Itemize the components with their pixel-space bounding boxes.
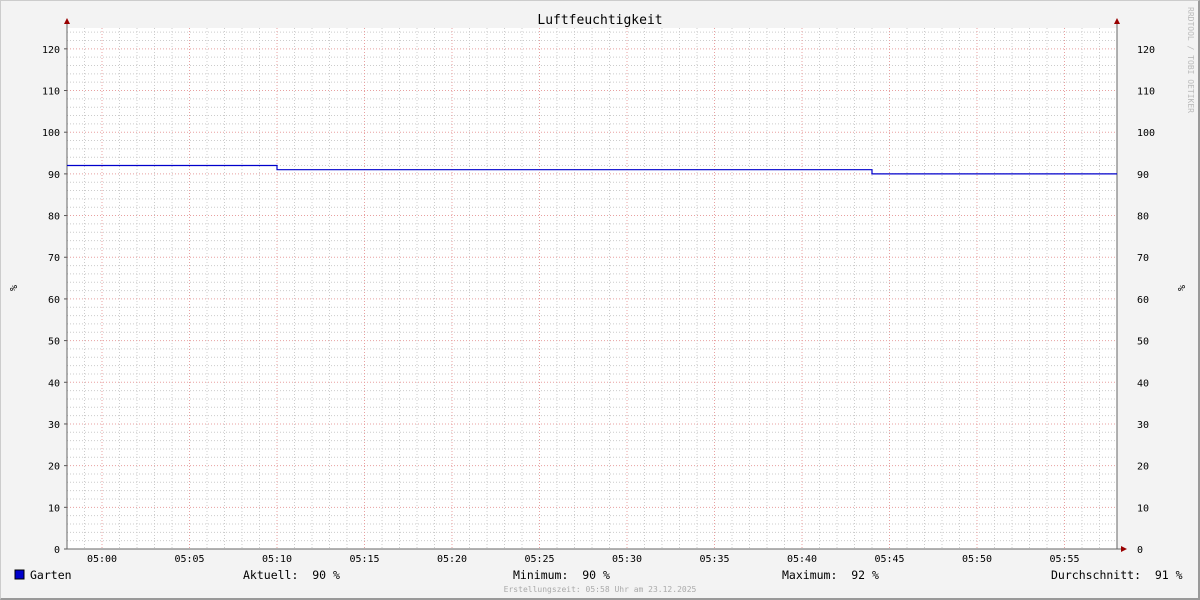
grid xyxy=(66,28,1118,549)
y-tick-label-right: 30 xyxy=(1137,420,1149,431)
y-tick-label-right: 90 xyxy=(1137,170,1149,181)
y-tick-label-right: 20 xyxy=(1137,462,1149,473)
y-tick-label-right: 70 xyxy=(1137,253,1149,264)
y-tick-label: 120 xyxy=(42,45,60,56)
x-tick-label: 05:45 xyxy=(874,554,904,565)
x-tick-label: 05:15 xyxy=(349,554,379,565)
legend-average: Durchschnitt: 91 % xyxy=(1051,568,1183,582)
y-tick-label-right: 40 xyxy=(1137,378,1149,389)
x-axis-arrow-icon xyxy=(1121,546,1127,552)
y-axis-label-right: % xyxy=(1175,285,1186,291)
x-tick-label: 05:10 xyxy=(262,554,292,565)
x-tick-label: 05:00 xyxy=(87,554,117,565)
chart-title: Luftfeuchtigkeit xyxy=(537,13,662,28)
y-tick-label: 90 xyxy=(48,170,60,181)
x-tick-label: 05:35 xyxy=(699,554,729,565)
y-tick-label: 100 xyxy=(42,128,60,139)
y-tick-label-right: 110 xyxy=(1137,87,1155,98)
x-tick-label: 05:55 xyxy=(1049,554,1079,565)
y-tick-label: 60 xyxy=(48,295,60,306)
x-tick-label: 05:05 xyxy=(174,554,204,565)
y-tick-label: 10 xyxy=(48,503,60,514)
y-tick-label-right: 60 xyxy=(1137,295,1149,306)
series-line-garten xyxy=(67,164,1117,175)
y-tick-label: 50 xyxy=(48,337,60,348)
y-tick-label-right: 0 xyxy=(1137,545,1143,556)
y-tick-label: 70 xyxy=(48,253,60,264)
y-tick-label-right: 10 xyxy=(1137,503,1149,514)
axes: 05:00 05:05 05:10 05:15 05:20 05:25 05:30 05:35… xyxy=(42,18,1155,565)
y-tick-label: 20 xyxy=(48,462,60,473)
x-tick-label: 05:40 xyxy=(787,554,817,565)
x-tick-label: 05:20 xyxy=(437,554,467,565)
y-axis-label: % xyxy=(7,285,18,291)
y-tick-label: 40 xyxy=(48,378,60,389)
x-tick-label: 05:25 xyxy=(524,554,554,565)
watermark: RRDTOOL / TOBI OETIKER xyxy=(1186,7,1195,113)
creation-time: Erstellungszeit: 05:58 Uhr am 23.12.2025 xyxy=(504,585,697,594)
series xyxy=(67,164,1117,175)
y-tick-label-right: 80 xyxy=(1137,212,1149,223)
legend-maximum: Maximum: 92 % xyxy=(782,568,879,582)
x-tick-label: 05:50 xyxy=(962,554,992,565)
y-tick-label-right: 100 xyxy=(1137,128,1155,139)
y-axis-right-arrow-icon xyxy=(1114,18,1120,24)
y-tick-label: 30 xyxy=(48,420,60,431)
legend-series-name: Garten xyxy=(30,568,72,582)
legend-current: Aktuell: 90 % xyxy=(243,568,340,582)
x-tick-label: 05:30 xyxy=(612,554,642,565)
y-tick-label: 0 xyxy=(54,545,60,556)
legend-minimum: Minimum: 90 % xyxy=(513,568,610,582)
y-tick-label: 110 xyxy=(42,87,60,98)
y-axis-arrow-icon xyxy=(64,18,70,24)
y-tick-label: 80 xyxy=(48,212,60,223)
y-tick-label-right: 120 xyxy=(1137,45,1155,56)
plot-background xyxy=(67,28,1117,549)
y-tick-label-right: 50 xyxy=(1137,337,1149,348)
legend-swatch-garten xyxy=(14,569,25,580)
